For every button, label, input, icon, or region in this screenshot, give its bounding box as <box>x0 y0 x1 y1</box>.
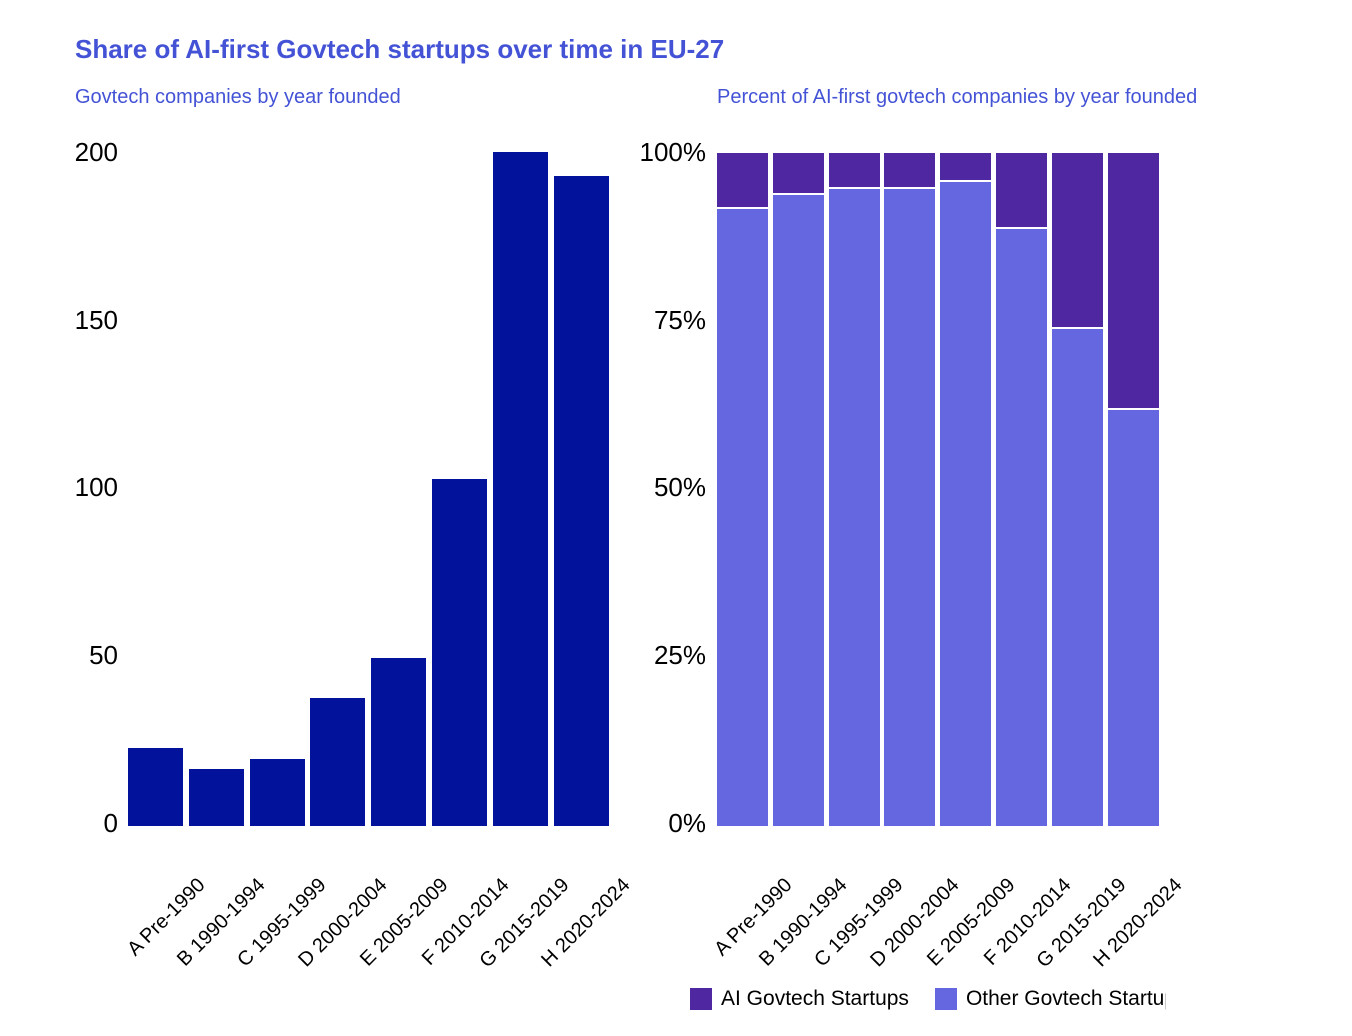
percent-stacked-bar <box>884 153 936 826</box>
legend: AI Govtech Startups Other Govtech Startup… <box>690 984 1166 1014</box>
govtech-count-bar <box>432 478 487 826</box>
percent-stacked-bar <box>772 153 824 826</box>
govtech-count-bar <box>128 748 183 826</box>
govtech-count-bar <box>249 758 305 826</box>
legend-item: AI Govtech Startups <box>690 987 909 1011</box>
govtech-count-bar <box>371 657 427 826</box>
y-axis-tick-label: 0% <box>668 807 706 838</box>
percent-stacked-bar <box>828 153 880 826</box>
stack-segment-other <box>1107 407 1159 826</box>
govtech-count-bar <box>188 768 244 826</box>
left-chart-subtitle: Govtech companies by year founded <box>75 86 401 108</box>
y-axis-tick-label: 25% <box>653 639 706 670</box>
percent-stacked-bar <box>940 153 992 826</box>
y-axis-tick-label: 200 <box>74 136 118 167</box>
y-axis-tick-label: 50% <box>653 471 706 502</box>
stack-segment-other <box>996 226 1047 826</box>
stack-segment-ai <box>828 153 880 187</box>
govtech-count-bar <box>492 152 548 826</box>
y-axis-tick-label: 150 <box>74 304 118 335</box>
stack-segment-ai <box>884 153 936 187</box>
legend-label: Other Govtech Startups <box>965 987 1166 1010</box>
legend-item: Other Govtech Startups <box>934 987 1166 1011</box>
stack-segment-ai <box>940 153 992 180</box>
stack-segment-ai <box>772 153 824 194</box>
y-axis-tick-label: 100 <box>74 471 118 502</box>
y-axis-tick-label: 50 <box>89 639 118 670</box>
page-title: Share of AI-first Govtech startups over … <box>75 34 725 64</box>
stack-segment-other <box>828 186 880 826</box>
legend-label: AI Govtech Startups <box>721 987 909 1010</box>
percent-stacked-bar <box>1051 153 1103 826</box>
stack-segment-ai <box>1051 153 1103 328</box>
percent-stacked-bar <box>996 153 1047 826</box>
y-axis-tick-label: 75% <box>653 304 706 335</box>
stack-segment-ai <box>717 153 768 207</box>
stack-segment-ai <box>996 153 1047 227</box>
govtech-count-bar <box>310 697 366 826</box>
stack-segment-other <box>1051 327 1103 826</box>
stack-segment-other <box>884 186 936 826</box>
percent-stacked-bar <box>717 153 768 826</box>
right-chart-subtitle: Percent of AI-first govtech companies by… <box>717 86 1198 108</box>
govtech-count-bar <box>553 175 609 826</box>
stack-segment-other <box>772 193 824 826</box>
percent-stacked-bar <box>1107 153 1159 826</box>
y-axis-tick-label: 0 <box>103 807 118 838</box>
legend-swatch-icon <box>690 988 712 1010</box>
stack-segment-ai <box>1107 153 1159 408</box>
legend-swatch-icon <box>934 988 957 1010</box>
stack-segment-other <box>940 179 992 826</box>
stack-segment-other <box>717 206 768 826</box>
y-axis-tick-label: 100% <box>639 136 707 167</box>
